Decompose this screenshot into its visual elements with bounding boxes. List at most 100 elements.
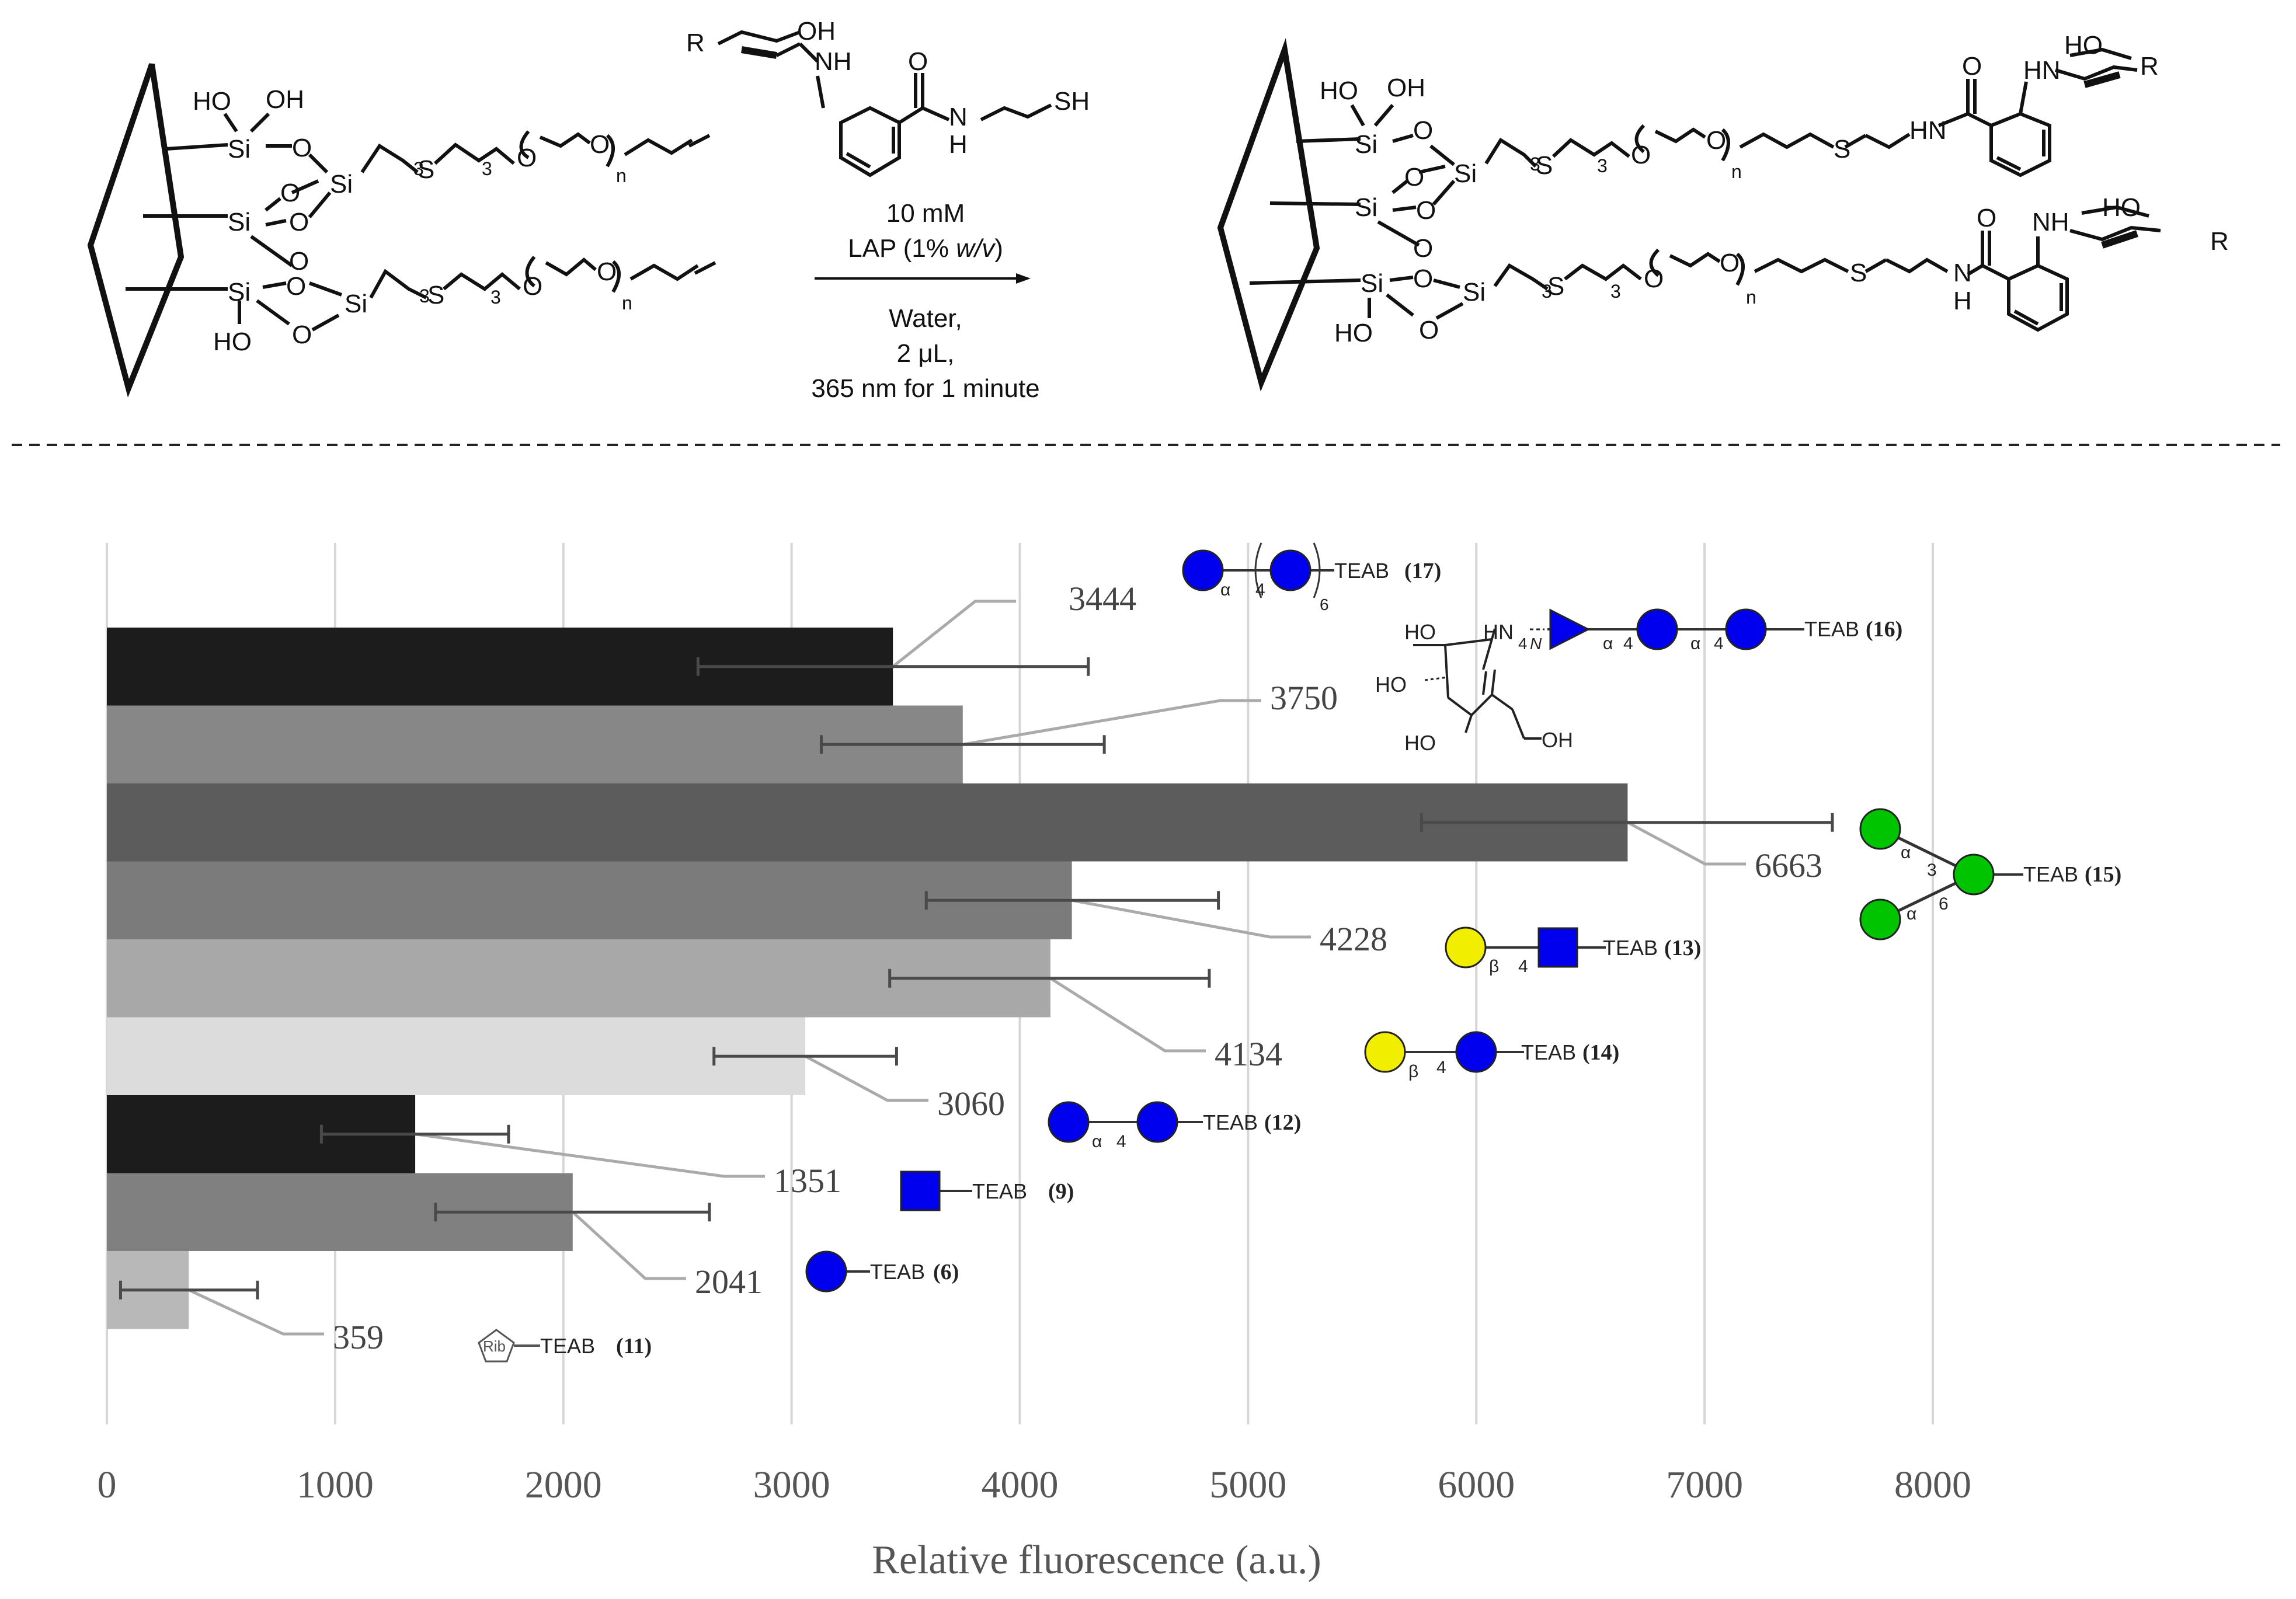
bar-12	[107, 1017, 806, 1095]
value-label-6: 2041	[695, 1263, 763, 1301]
right-o-5: O	[1962, 52, 1982, 81]
reagent-oh: OH	[797, 17, 836, 46]
x-tick-label: 0	[98, 1464, 117, 1506]
g11-id: (11)	[616, 1334, 652, 1358]
left-si-1: Si	[228, 135, 251, 163]
right-o-11: O	[1977, 204, 1996, 232]
left-sub-3b: 3	[482, 158, 492, 179]
conditions-line-5: 365 nm for 1 minute	[811, 374, 1039, 403]
x-tick-label: 2000	[525, 1464, 602, 1506]
leader-line-13	[1072, 898, 1311, 939]
bar-15	[107, 783, 1628, 862]
right-sub-3b: 3	[1597, 155, 1608, 176]
g15-id: (15)	[2085, 862, 2121, 887]
right-o-4: O	[1706, 126, 1726, 155]
left-silane-atoms: HO OH Si O Si 3 S 3 O O n O O Si O Si O …	[193, 85, 632, 356]
g16-ho-3: HO	[1404, 731, 1436, 755]
g17-id: (17)	[1404, 559, 1441, 583]
right-si-3: Si	[1355, 193, 1377, 222]
right-h-3: H	[1953, 287, 1972, 315]
left-n-1: n	[616, 165, 627, 186]
right-oh-1: OH	[1387, 74, 1425, 102]
leader-line-9	[415, 1133, 765, 1178]
right-si-5: Si	[1463, 278, 1486, 306]
galactose-icon	[1445, 926, 1487, 969]
left-ho-2: HO	[213, 328, 252, 356]
glycan-17: α 4 6 TEAB (17)	[1182, 542, 1441, 614]
right-ho-2: HO	[1334, 319, 1373, 347]
left-sub-3c: 3	[419, 285, 430, 306]
reagent-thiol	[717, 30, 1052, 177]
conditions-wv: w/v	[956, 234, 996, 263]
right-o-8: O	[1413, 234, 1433, 263]
reagent-r: R	[686, 29, 705, 57]
right-ho-r1: HO	[2064, 31, 2103, 60]
x-tick-labels: 0 1000 2000 3000 4000 5000 6000 7000 8000	[98, 1464, 1972, 1506]
right-o-3: O	[1631, 141, 1651, 169]
x-tick-label: 7000	[1666, 1464, 1743, 1506]
glcnac-square-icon	[1537, 927, 1578, 968]
g17-pos: 4	[1255, 580, 1265, 600]
g15-pos-1: 3	[1927, 861, 1937, 880]
value-label-11: 359	[333, 1318, 384, 1356]
left-o-6: O	[289, 247, 309, 276]
glycan-13: β 4 TEAB (13)	[1445, 926, 1701, 976]
x-tick-label: 1000	[297, 1464, 374, 1506]
value-label-17: 3444	[1069, 580, 1136, 618]
conditions-lap: LAP (1%	[848, 234, 956, 263]
left-o-8: O	[523, 272, 542, 301]
reagent-o: O	[908, 47, 928, 76]
left-oh-1: OH	[266, 85, 304, 114]
leader-line-15	[1627, 821, 1746, 866]
glycan-15: α 3 α 6 TEAB (15)	[1859, 808, 2121, 940]
silica-surface-right	[1217, 38, 1361, 392]
g13-beta: β	[1489, 957, 1499, 976]
glycan-6: TEAB (6)	[805, 1250, 959, 1293]
left-si-3: Si	[228, 208, 251, 236]
g6-id: (6)	[933, 1260, 959, 1284]
mannose-icon	[1953, 854, 1995, 896]
value-label-13: 4228	[1320, 920, 1387, 958]
right-sub-3a: 3	[1530, 154, 1540, 175]
glucose-icon	[1725, 608, 1767, 650]
g12-tag: TEAB	[1203, 1110, 1258, 1134]
x-tick-label: 4000	[982, 1464, 1059, 1506]
glycan-annotations: α 4 6 TEAB (17)	[478, 542, 2121, 1363]
leader-line-16	[962, 699, 1261, 746]
glucose-icon	[1269, 549, 1311, 591]
left-o-10: O	[292, 321, 312, 349]
left-o-3: O	[590, 130, 610, 159]
g16-pos: 4	[1518, 635, 1528, 653]
reaction-scheme: HO OH Si O Si 3 S 3 O O n O O Si O Si O …	[87, 17, 2229, 403]
galactose-icon	[1364, 1031, 1406, 1073]
bar-chart: 0 1000 2000 3000 4000 5000 6000 7000 8000 344437…	[98, 542, 2121, 1583]
right-ho-r2: HO	[2102, 193, 2141, 222]
value-label-12: 3060	[937, 1085, 1005, 1123]
right-s-2: S	[1834, 135, 1850, 163]
value-label-15: 6663	[1755, 846, 1822, 884]
leader-line-11	[188, 1288, 324, 1336]
g17-alpha: α	[1220, 580, 1230, 600]
left-sub-3a: 3	[413, 158, 424, 179]
glycan-12: α 4 TEAB (12)	[1048, 1101, 1301, 1151]
g16-hn: HN	[1483, 620, 1514, 644]
g17-repeat: 6	[1320, 595, 1329, 614]
leader-line-12	[804, 1055, 928, 1102]
left-si-5: Si	[345, 290, 367, 318]
g15-pos-2: 6	[1939, 894, 1949, 914]
left-si-4: Si	[228, 278, 251, 306]
g14-tag: TEAB	[1521, 1040, 1576, 1064]
g16-alpha-1: α	[1603, 634, 1613, 653]
value-label-14: 4134	[1215, 1035, 1282, 1073]
right-sub-3c: 3	[1542, 281, 1552, 302]
g13-id: (13)	[1664, 936, 1701, 960]
left-n-2: n	[622, 292, 632, 313]
glycan-9: TEAB (9)	[900, 1170, 1074, 1211]
g16-tag: TEAB	[1804, 617, 1859, 641]
right-silane-atoms: HO OH Si O Si O 3 S 3 O O n S HN O HO HN…	[1320, 31, 2229, 347]
left-o-1: O	[292, 134, 312, 162]
value-label-16: 3750	[1270, 679, 1338, 717]
conditions-close: )	[994, 234, 1003, 263]
g11-tag: TEAB	[540, 1334, 595, 1358]
